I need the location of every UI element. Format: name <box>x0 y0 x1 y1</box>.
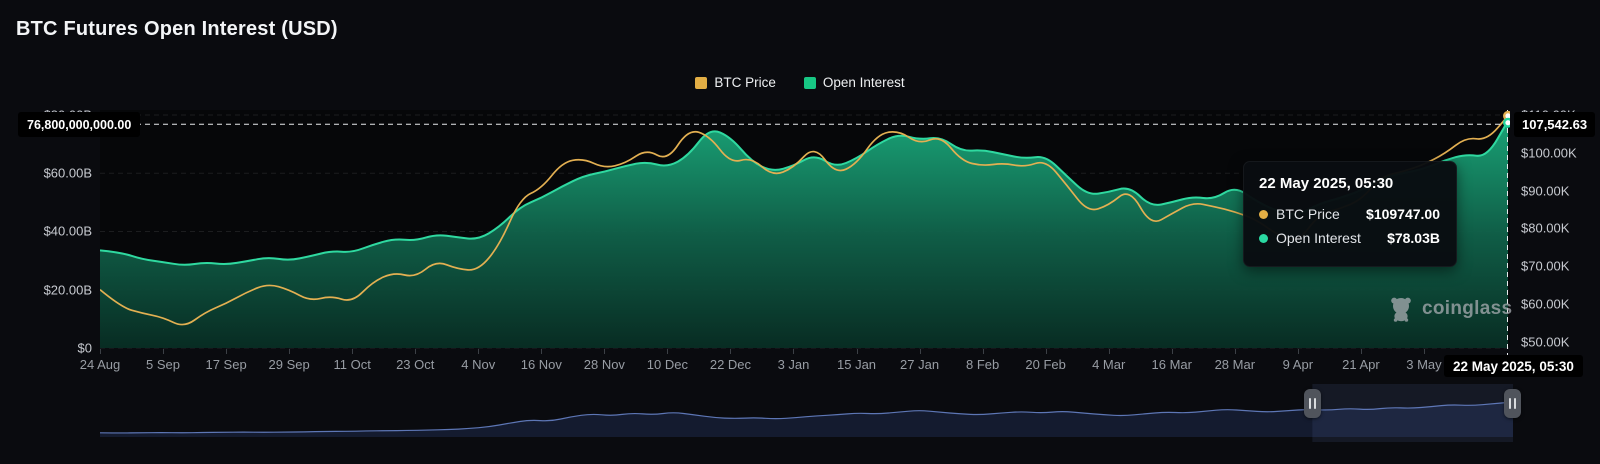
left-axis-tick: $20.00B <box>43 282 92 298</box>
open-interest-area <box>100 120 1508 348</box>
tooltip-row: Open Interest $78.03B <box>1259 230 1440 246</box>
x-axis-tick: 3 May <box>1406 357 1442 372</box>
x-axis-tick: 8 Feb <box>966 357 1000 372</box>
chart-legend: BTC Price Open Interest <box>0 75 1600 90</box>
right-axis-tick: $90.00K <box>1521 183 1570 199</box>
x-axis-tick: 23 Oct <box>396 357 435 372</box>
tooltip-series-dot-icon <box>1259 209 1268 219</box>
x-axis-tick: 3 Jan <box>777 357 810 372</box>
x-axis-tick: 4 Mar <box>1092 357 1126 372</box>
left-axis-tick: $60.00B <box>43 165 92 181</box>
range-navigator[interactable] <box>100 376 1513 442</box>
x-axis-tick: 28 Nov <box>583 357 625 372</box>
right-axis-tick: $100.00K <box>1521 145 1577 161</box>
right-axis-tick: $80.00K <box>1521 220 1570 236</box>
legend-label: Open Interest <box>822 75 905 90</box>
navigator-left-handle[interactable] <box>1304 389 1321 418</box>
x-axis-tick: 5 Sep <box>146 357 181 372</box>
navigator-selection[interactable] <box>1312 384 1513 442</box>
tooltip-row: BTC Price $109747.00 <box>1259 206 1440 222</box>
navigator-right-handle[interactable] <box>1504 389 1521 418</box>
x-axis-tick: 17 Sep <box>205 357 247 372</box>
x-axis-tick: 20 Feb <box>1025 357 1066 372</box>
x-axis-tick: 10 Dec <box>646 357 688 372</box>
legend-label: BTC Price <box>714 75 776 90</box>
tooltip-date: 22 May 2025, 05:30 <box>1259 175 1394 192</box>
x-axis-tick: 22 Dec <box>709 357 752 372</box>
right-axis-tick: $70.00K <box>1521 258 1570 274</box>
right-axis-tick: $50.00K <box>1521 334 1570 350</box>
x-axis-tick: 21 Apr <box>1342 357 1380 372</box>
legend-item-btc-price[interactable]: BTC Price <box>695 75 776 90</box>
crosshair-date-label: 22 May 2025, 05:30 <box>1444 355 1583 377</box>
x-axis-tick: 28 Mar <box>1214 357 1256 372</box>
chart-tooltip: 22 May 2025, 05:30 BTC Price $109747.00 Op… <box>1243 161 1457 267</box>
x-axis-tick: 24 Aug <box>79 357 121 372</box>
crosshair-right-value: 107,542.63 <box>1514 112 1596 137</box>
x-axis-tick: 27 Jan <box>900 357 940 372</box>
coinglass-watermark: coinglass <box>1388 296 1512 322</box>
x-axis-tick: 9 Apr <box>1282 357 1314 372</box>
left-axis-tick: $40.00B <box>43 223 92 239</box>
coinglass-mascot-icon <box>1388 296 1414 322</box>
x-axis-tick: 16 Mar <box>1151 357 1192 372</box>
crosshair-left-value: 76,800,000,000.00 <box>18 112 141 137</box>
navigator-line <box>100 401 1513 434</box>
x-axis-tick: 16 Nov <box>520 357 562 372</box>
left-axis-tick: $0 <box>77 340 92 356</box>
legend-swatch-icon <box>695 76 708 89</box>
tooltip-series-dot-icon <box>1259 233 1268 243</box>
page-title: BTC Futures Open Interest (USD) <box>16 18 338 40</box>
navigator-area <box>100 402 1513 437</box>
watermark-text: coinglass <box>1422 298 1513 319</box>
x-axis-tick: 29 Sep <box>268 357 310 372</box>
x-axis-tick: 4 Nov <box>461 357 496 372</box>
right-axis-tick: $60.00K <box>1521 296 1570 312</box>
legend-swatch-icon <box>803 76 816 89</box>
x-axis-tick: 11 Oct <box>333 357 371 372</box>
x-axis-tick: 15 Jan <box>837 357 877 372</box>
legend-item-open-interest[interactable]: Open Interest <box>803 75 905 90</box>
